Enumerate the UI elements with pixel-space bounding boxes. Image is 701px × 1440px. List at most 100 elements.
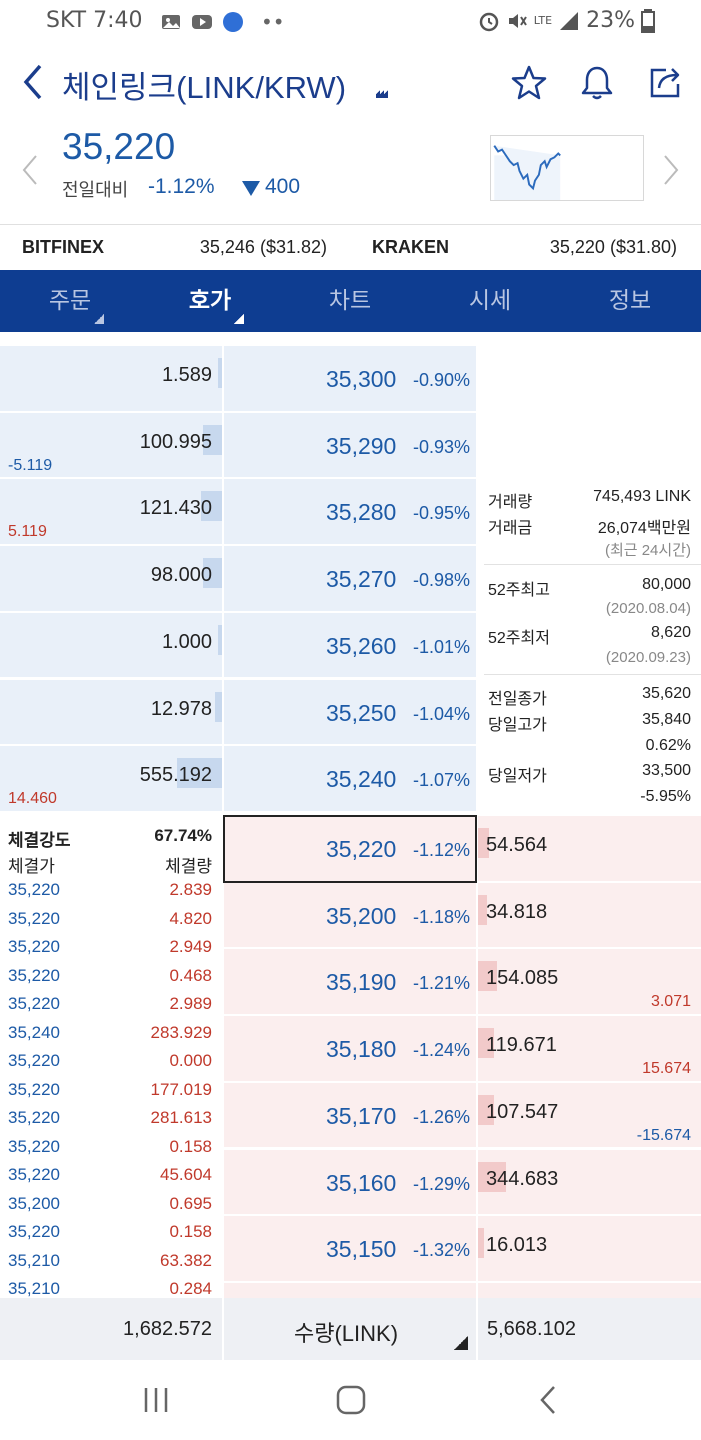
ask-qty-cell[interactable]: 121.430 5.119	[0, 479, 222, 545]
down-triangle-icon	[242, 181, 260, 196]
day-high-value: 35,840	[642, 711, 691, 728]
ask-qty-cell[interactable]: 555.192 14.460	[0, 746, 222, 811]
ask-price-cell[interactable]: 35,250 -1.04%	[224, 679, 476, 745]
mini-chart[interactable]	[490, 135, 644, 201]
tab-chart[interactable]: 차트	[280, 270, 420, 332]
orderbook: 1.589 35,300 -0.90% 100.995 -5.119 35,290…	[0, 332, 701, 1298]
ask-price-cell[interactable]: 35,280 -0.95%	[224, 479, 476, 545]
recent-apps-icon[interactable]	[136, 1382, 176, 1418]
ask-price-cell[interactable]: 35,270 -0.98%	[224, 546, 476, 611]
unit-selector-caret-icon[interactable]	[454, 1336, 468, 1350]
unit-selector[interactable]: 수량(LINK)	[294, 1321, 399, 1346]
amount-value: 26,074백만원	[597, 520, 691, 537]
day-high-label: 당일고가	[488, 717, 547, 734]
gallery-icon	[162, 15, 180, 29]
ask-price-cell[interactable]: 35,290 -0.93%	[224, 412, 476, 478]
trade-price: 35,240	[8, 1022, 60, 1042]
ask-qty-cell[interactable]: 100.995 -5.119	[0, 412, 222, 478]
alarm-icon	[479, 12, 499, 31]
home-icon[interactable]	[331, 1382, 371, 1418]
prev-coin-arrow-icon[interactable]	[20, 152, 40, 188]
bid-price-cell[interactable]: 35,160 -1.29%	[224, 1149, 476, 1215]
favorite-star-icon[interactable]	[510, 64, 548, 102]
prev-close-label: 전일종가	[488, 691, 547, 708]
ask-qty-cell[interactable]: 1.000	[0, 612, 222, 678]
trade-price: 35,220	[8, 1136, 60, 1156]
tab-label: 주문	[48, 288, 92, 314]
exchange-name: BITFINEX	[22, 237, 105, 257]
volume-value: 745,493 LINK	[593, 488, 691, 505]
ask-change: 5.119	[8, 523, 47, 541]
bid-price-cell[interactable]: 35,190 -1.21%	[224, 949, 476, 1015]
bid-price-cell[interactable]: 35,170 -1.26%	[224, 1082, 476, 1148]
ask-depth-bar	[203, 424, 222, 455]
bid-price: 35,190	[326, 969, 397, 996]
bid-price-cell[interactable]: 35,220 -1.12%	[224, 816, 476, 881]
ask-depth-bar	[203, 558, 222, 589]
trade-qty: 177.019	[150, 1079, 212, 1099]
trade-qty: 2.989	[169, 994, 212, 1013]
ask-qty-cell[interactable]: 1.589	[0, 346, 222, 411]
bid-qty: 107.547	[486, 1100, 559, 1123]
ask-depth-bar	[201, 491, 222, 522]
ask-price-cell[interactable]: 35,300 -0.90%	[224, 346, 476, 411]
trade-qty: 2.949	[169, 937, 212, 956]
bid-total: 5,668.102	[487, 1318, 576, 1340]
bid-qty-cell[interactable]: 16.013	[478, 1216, 701, 1281]
divider	[484, 674, 701, 675]
ask-price-cell[interactable]: 35,260 -1.01%	[224, 612, 476, 678]
tab-bar: 주문 호가 차트 시세 정보	[0, 270, 701, 332]
tab-info[interactable]: 정보	[560, 270, 700, 332]
back-nav-icon[interactable]	[528, 1382, 568, 1418]
bid-pct: -1.32%	[412, 1240, 470, 1261]
ask-qty-cell[interactable]: 12.978	[0, 679, 222, 745]
bid-qty-cell	[478, 1282, 701, 1298]
day-low-label: 당일저가	[488, 768, 547, 785]
tab-market[interactable]: 시세	[420, 270, 560, 332]
bid-pct: -1.21%	[412, 973, 470, 994]
bid-price-cell[interactable]: 35,150 -1.32%	[224, 1216, 476, 1281]
bid-qty-cell[interactable]: 34.818	[478, 882, 701, 948]
lte-indicator: LTE	[533, 14, 553, 27]
compare-label: 전일대비	[62, 180, 129, 201]
bid-change: 3.071	[650, 993, 691, 1011]
current-price: 35,220	[62, 126, 176, 167]
next-coin-arrow-icon[interactable]	[661, 152, 681, 188]
tab-orderbook[interactable]: 호가	[140, 270, 280, 332]
tab-label: 호가	[188, 288, 232, 314]
trade-history: 체결강도 67.74% 체결가 체결량 35,220 2.839 35,220 4.8…	[0, 816, 222, 1298]
bid-qty-cell[interactable]: 154.085 3.071	[478, 949, 701, 1015]
bell-icon[interactable]	[578, 64, 616, 102]
status-bar: SKT 7:40 •• LTE 23%	[0, 0, 701, 44]
bid-price: 35,180	[326, 1036, 397, 1063]
bid-qty-cell[interactable]: 54.564	[478, 816, 701, 881]
trade-price: 35,220	[8, 1108, 60, 1127]
bid-depth-bar	[478, 1028, 494, 1059]
battery-icon	[641, 8, 655, 33]
status-time: SKT 7:40	[46, 8, 143, 33]
ask-qty-cell[interactable]: 98.000	[0, 546, 222, 611]
ask-price: 35,280	[326, 499, 397, 526]
coin-select-caret-icon[interactable]	[376, 86, 388, 98]
exchange-name: KRAKEN	[372, 237, 450, 257]
bid-qty-cell[interactable]: 107.547 -15.674	[478, 1082, 701, 1148]
ask-change: -5.119	[8, 456, 53, 474]
share-icon[interactable]	[646, 64, 684, 102]
coin-title[interactable]: 체인링크(LINK/KRW)	[62, 70, 347, 105]
volume-label: 거래량	[488, 494, 533, 511]
bid-price-cell[interactable]: 35,180 -1.24%	[224, 1016, 476, 1081]
ask-price: 35,260	[326, 632, 397, 659]
trade-qty: 0.695	[169, 1193, 212, 1213]
ask-price-cell[interactable]: 35,240 -1.07%	[224, 746, 476, 811]
back-arrow-icon[interactable]	[18, 62, 48, 102]
trade-qty: 2.839	[169, 880, 212, 899]
strength-value: 67.74%	[154, 826, 212, 845]
bid-qty-cell[interactable]: 344.683	[478, 1149, 701, 1215]
bid-depth-bar	[478, 1161, 506, 1192]
trade-qty: 0.000	[169, 1051, 212, 1070]
tab-order[interactable]: 주문	[0, 270, 140, 332]
exchange-value: 35,246 ($31.82)	[199, 237, 327, 257]
bid-qty-cell[interactable]: 119.671 15.674	[478, 1016, 701, 1081]
ask-pct: -0.98%	[412, 570, 470, 591]
bid-price-cell[interactable]: 35,200 -1.18%	[224, 882, 476, 948]
